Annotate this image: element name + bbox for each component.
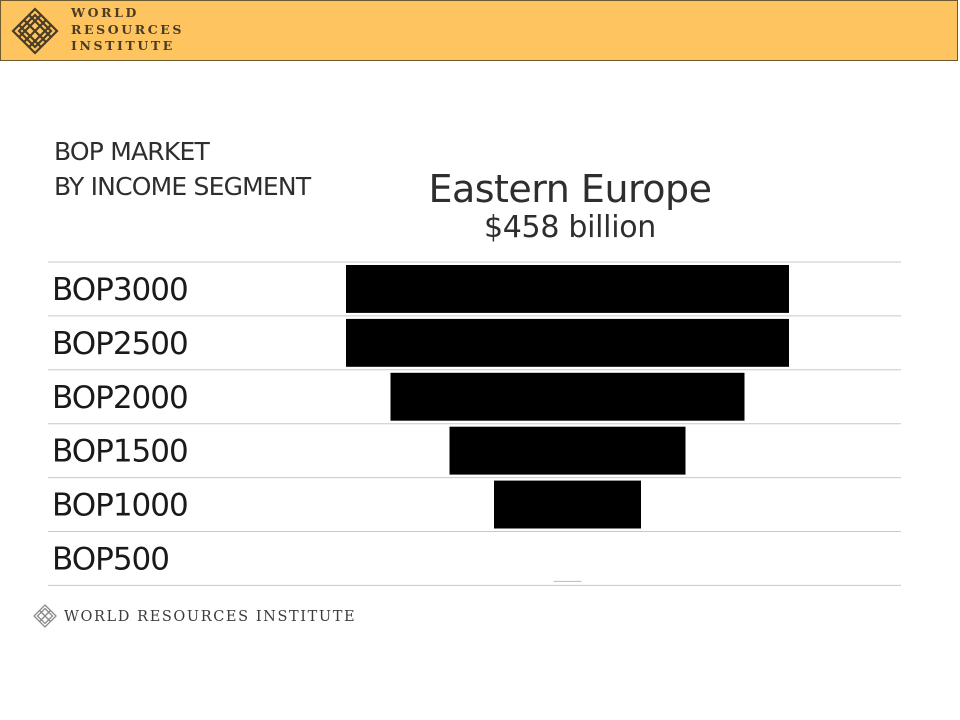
footer-logo-text: WORLD RESOURCES INSTITUTE [64,609,357,625]
wri-knot-icon [11,7,59,55]
logo-line-3: INSTITUTE [71,38,175,53]
bar [390,372,745,421]
chart-subtitle: $458 billion [483,210,657,245]
category-label: BOP2500 [52,326,188,362]
subtitle-line-2: BY INCOME SEGMENT [54,172,311,201]
bar [346,318,789,367]
category-label: BOP1000 [52,488,188,524]
footer-wri-knot-icon [33,604,57,628]
subtitle-line-1: BOP MARKET [54,137,210,166]
category-label: BOP3000 [52,272,188,308]
chart-title-block: Eastern Europe $458 billion [380,168,760,246]
header-logo-text: WORLD RESOURCES INSTITUTE [71,5,184,55]
bar [449,426,686,475]
slide-subtitle: BOP MARKET BY INCOME SEGMENT [54,134,311,204]
bar [494,480,641,529]
chart-title: Eastern Europe [428,167,712,211]
category-label: BOP500 [52,541,169,577]
logo-line-1: WORLD [71,5,139,20]
bar [346,265,789,313]
category-label: BOP2000 [52,380,188,416]
logo-line-2: RESOURCES [71,21,185,37]
category-label: BOP1500 [52,434,188,470]
header-bar: WORLD RESOURCES INSTITUTE [0,0,958,61]
